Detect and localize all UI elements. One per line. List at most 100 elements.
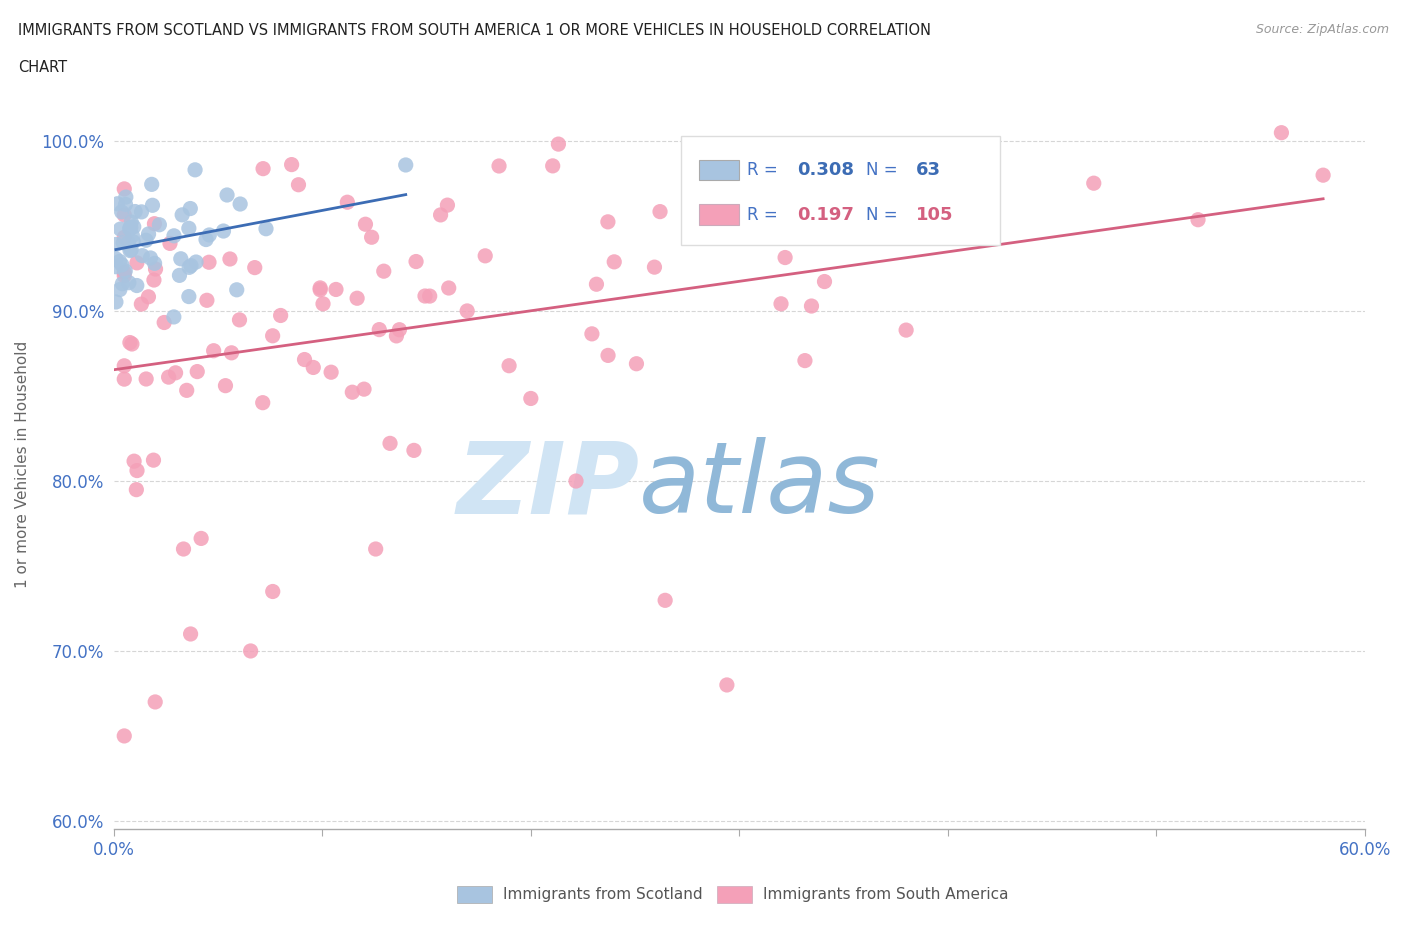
Point: [302, 360, 325, 375]
Point: [336, 194, 359, 209]
Point: [142, 272, 165, 287]
Point: [104, 251, 127, 266]
Point: [125, 256, 148, 271]
Point: [141, 198, 163, 213]
Point: [104, 259, 127, 274]
Point: [184, 163, 207, 178]
Point: [172, 207, 194, 222]
Point: [169, 268, 191, 283]
Text: R =: R =: [747, 206, 783, 223]
Point: [360, 230, 382, 245]
Point: [437, 281, 460, 296]
Point: [170, 251, 193, 266]
Point: [405, 254, 427, 269]
Text: ZIP: ZIP: [456, 437, 640, 535]
Point: [112, 181, 135, 196]
Point: [378, 436, 401, 451]
Point: [114, 263, 136, 278]
Point: [176, 383, 198, 398]
Point: [547, 137, 569, 152]
Point: [709, 181, 731, 196]
Point: [385, 328, 408, 343]
Point: [120, 243, 142, 258]
Point: [124, 204, 146, 219]
Point: [603, 255, 626, 270]
Point: [342, 385, 364, 400]
Point: [294, 352, 316, 367]
Point: [894, 323, 917, 338]
Point: [776, 186, 799, 201]
Point: [1312, 167, 1334, 182]
Point: [135, 372, 157, 387]
Point: [111, 258, 134, 272]
Point: [262, 328, 284, 343]
Point: [159, 236, 181, 251]
Point: [177, 221, 200, 236]
Point: [179, 201, 201, 216]
Point: [180, 627, 202, 642]
Point: [141, 177, 163, 192]
Point: [325, 282, 347, 297]
Point: [122, 454, 145, 469]
Point: [474, 248, 496, 263]
Point: [498, 358, 520, 373]
Point: [596, 215, 619, 230]
Point: [456, 303, 478, 318]
Text: 0.308: 0.308: [797, 161, 855, 179]
Text: 105: 105: [915, 206, 953, 223]
Point: [793, 353, 815, 368]
Text: N =: N =: [866, 161, 903, 179]
Point: [221, 345, 243, 360]
Point: [125, 482, 148, 497]
Point: [195, 293, 218, 308]
Point: [225, 283, 247, 298]
Y-axis label: 1 or more Vehicles in Household: 1 or more Vehicles in Household: [15, 340, 30, 588]
Point: [368, 322, 391, 337]
Point: [648, 205, 671, 219]
Point: [228, 312, 250, 327]
Point: [373, 264, 395, 279]
Point: [125, 463, 148, 478]
Point: [402, 443, 425, 458]
Point: [117, 235, 139, 250]
Point: [138, 227, 160, 242]
Point: [686, 231, 709, 246]
Point: [165, 365, 187, 380]
Point: [118, 335, 141, 350]
Point: [413, 288, 436, 303]
Point: [565, 473, 588, 488]
Point: [108, 282, 131, 297]
Point: [243, 260, 266, 275]
Point: [488, 158, 510, 173]
Point: [125, 278, 148, 293]
Point: [346, 291, 368, 306]
Point: [395, 157, 418, 172]
Point: [252, 395, 274, 410]
Point: [1187, 212, 1209, 227]
Point: [131, 297, 153, 312]
Point: [118, 275, 141, 290]
Point: [145, 261, 167, 276]
Point: [121, 337, 143, 352]
Point: [163, 229, 186, 244]
Point: [312, 297, 335, 312]
Point: [118, 221, 141, 236]
Point: [429, 207, 451, 222]
Point: [157, 369, 180, 384]
Point: [254, 221, 277, 236]
Point: [195, 232, 218, 247]
Text: N =: N =: [866, 206, 903, 223]
Point: [139, 250, 162, 265]
Point: [214, 379, 236, 393]
Point: [179, 259, 201, 274]
Point: [112, 268, 135, 283]
Text: Immigrants from Scotland: Immigrants from Scotland: [503, 887, 703, 902]
Point: [180, 259, 202, 273]
Point: [184, 255, 207, 270]
Point: [173, 541, 195, 556]
Point: [212, 223, 235, 238]
Point: [143, 217, 166, 232]
Point: [104, 295, 127, 310]
Point: [112, 372, 135, 387]
Text: R =: R =: [747, 161, 783, 179]
